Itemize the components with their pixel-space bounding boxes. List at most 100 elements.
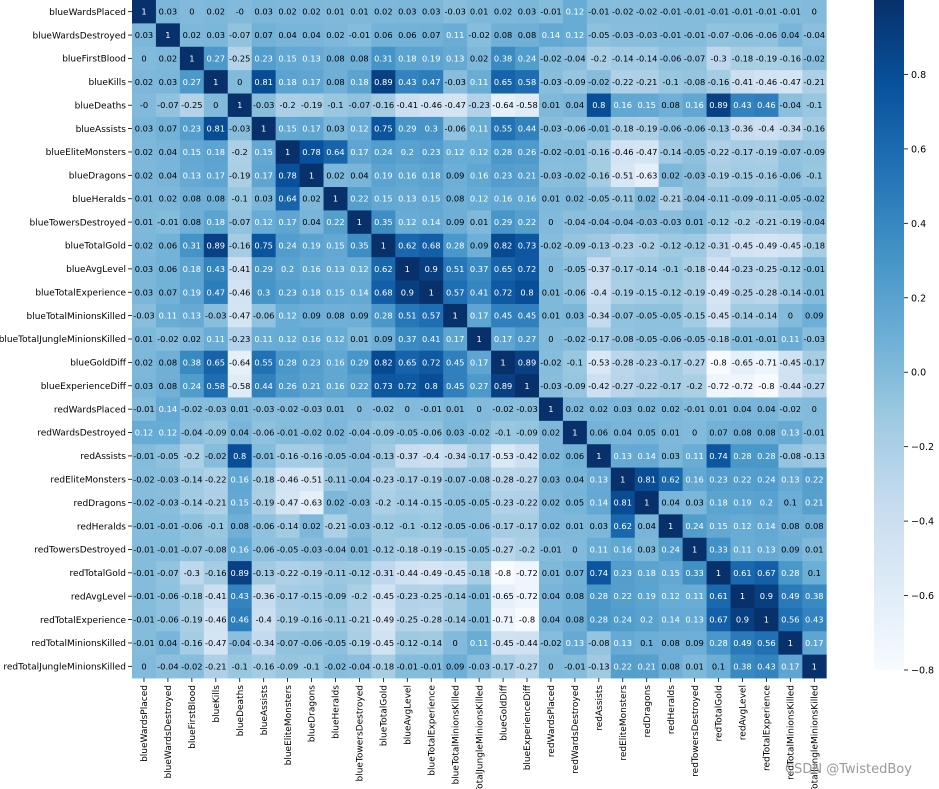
cell-value-label: 0.08 bbox=[661, 638, 679, 648]
cell-value-label: -0.27 bbox=[804, 381, 825, 391]
heatmap-cell bbox=[610, 420, 636, 445]
cell-value-label: 0.19 bbox=[302, 240, 320, 250]
heatmap-cell bbox=[275, 0, 300, 24]
cell-value-label: 0.02 bbox=[542, 498, 560, 508]
heatmap-cell bbox=[467, 257, 492, 281]
heatmap-cell bbox=[155, 467, 181, 492]
heatmap-cell bbox=[778, 467, 803, 492]
heatmap-cell bbox=[802, 584, 827, 609]
cell-value-label: 0.15 bbox=[374, 194, 392, 204]
heatmap-cell bbox=[754, 420, 779, 445]
cell-value-label: -0.04 bbox=[349, 451, 370, 461]
cell-value-label: -0.01 bbox=[756, 334, 777, 344]
heatmap-cell bbox=[467, 163, 492, 188]
cell-value-label: 0.47 bbox=[207, 287, 225, 297]
heatmap-cell bbox=[179, 467, 205, 492]
cell-value-label: 0.89 bbox=[374, 77, 392, 87]
cell-value-label: -0.13 bbox=[253, 568, 274, 578]
heatmap-cell bbox=[562, 444, 588, 468]
cell-value-label: 0.11 bbox=[446, 30, 464, 40]
heatmap-cell bbox=[634, 187, 660, 211]
y-tick-label: redEliteMonsters bbox=[50, 475, 126, 485]
heatmap-cell bbox=[467, 70, 492, 94]
cell-value-label: -0.19 bbox=[708, 170, 729, 180]
heatmap-cell bbox=[227, 467, 253, 492]
heatmap-cell bbox=[658, 140, 684, 165]
cell-value-label: 0.08 bbox=[350, 53, 368, 63]
heatmap-cell bbox=[203, 654, 229, 679]
heatmap-cell bbox=[778, 93, 803, 118]
cell-value-label: 0.16 bbox=[614, 100, 632, 110]
heatmap-cell bbox=[132, 23, 157, 48]
heatmap-cell bbox=[395, 444, 420, 468]
heatmap-cell bbox=[323, 327, 348, 352]
cell-value-label: -0.1 bbox=[567, 357, 583, 367]
heatmap-cell bbox=[610, 210, 636, 235]
y-tick-label: redHeralds bbox=[77, 522, 126, 532]
heatmap-cell bbox=[778, 561, 803, 585]
cell-value-label: -0.44 bbox=[516, 638, 537, 648]
cell-value-label: 0.43 bbox=[757, 661, 775, 671]
cell-value-label: 0.12 bbox=[350, 124, 368, 134]
heatmap-cell bbox=[299, 350, 324, 375]
cell-value-label: -0.02 bbox=[540, 240, 561, 250]
heatmap-cell bbox=[730, 187, 755, 211]
cell-value-label: -0.22 bbox=[277, 568, 298, 578]
cell-value-label: -0.02 bbox=[181, 404, 202, 414]
heatmap-cell bbox=[754, 70, 779, 94]
cell-value-label: 0.03 bbox=[637, 544, 655, 554]
cell-value-label: -0.05 bbox=[636, 311, 657, 321]
cell-value-label: 0.33 bbox=[685, 568, 703, 578]
heatmap-cell bbox=[491, 233, 516, 258]
cell-value-label: 0.02 bbox=[159, 53, 177, 63]
heatmap-cell bbox=[682, 280, 707, 305]
cell-value-label: -0.04 bbox=[804, 30, 825, 40]
heatmap-cell bbox=[251, 46, 277, 71]
heatmap-cell bbox=[706, 116, 731, 141]
heatmap-cell bbox=[538, 187, 564, 211]
heatmap-cell bbox=[251, 23, 277, 48]
heatmap-cell bbox=[538, 374, 564, 398]
heatmap-cell bbox=[155, 350, 181, 375]
cell-value-label: -0.05 bbox=[468, 498, 489, 508]
cell-value-label: -0.14 bbox=[181, 498, 202, 508]
heatmap-cell bbox=[634, 46, 660, 71]
cell-value-label: 0.2 bbox=[640, 615, 653, 625]
heatmap-cell bbox=[275, 350, 300, 375]
cell-value-label: -0.07 bbox=[612, 311, 633, 321]
cell-value-label: 0.15 bbox=[326, 240, 344, 250]
heatmap-cell bbox=[203, 584, 229, 609]
cell-value-label: 0.13 bbox=[757, 544, 775, 554]
cell-value-label: -0.49 bbox=[373, 615, 394, 625]
y-axis: blueWardsPlacedblueWardsDestroyedblueFir… bbox=[0, 8, 132, 673]
heatmap-cell bbox=[132, 374, 157, 398]
cell-value-label: -0.14 bbox=[660, 147, 681, 157]
cell-value-label: 0.07 bbox=[254, 30, 272, 40]
cell-value-label: 0.9 bbox=[425, 264, 438, 274]
cell-value-label: -0.21 bbox=[804, 77, 825, 87]
cell-value-label: 0.01 bbox=[685, 217, 703, 227]
heatmap-cell bbox=[251, 374, 277, 398]
cell-value-label: 0.14 bbox=[590, 498, 608, 508]
heatmap-cell bbox=[730, 654, 755, 679]
heatmap-cell bbox=[299, 210, 324, 235]
heatmap-cell bbox=[634, 607, 660, 632]
heatmap-cell bbox=[155, 140, 181, 165]
cell-value-label: -0.07 bbox=[780, 147, 801, 157]
cell-value-label: -0.36 bbox=[732, 124, 753, 134]
cell-value-label: 0.03 bbox=[446, 428, 464, 438]
cell-value-label: -0.49 bbox=[756, 240, 777, 250]
cell-value-label: -0.01 bbox=[277, 428, 298, 438]
cell-value-label: -0.16 bbox=[756, 170, 777, 180]
heatmap-cell bbox=[203, 23, 229, 48]
heatmap-cell bbox=[778, 233, 803, 258]
heatmap-cell bbox=[562, 163, 588, 188]
heatmap-cell bbox=[203, 163, 229, 188]
cell-value-label: -0.06 bbox=[564, 124, 585, 134]
cell-value-label: -0.46 bbox=[756, 77, 777, 87]
cell-value-label: -0.45 bbox=[708, 311, 729, 321]
heatmap-cell bbox=[179, 420, 205, 445]
cell-value-label: -0.02 bbox=[468, 428, 489, 438]
x-tick-label: blueKills bbox=[212, 685, 222, 723]
heatmap-cell bbox=[682, 93, 707, 118]
